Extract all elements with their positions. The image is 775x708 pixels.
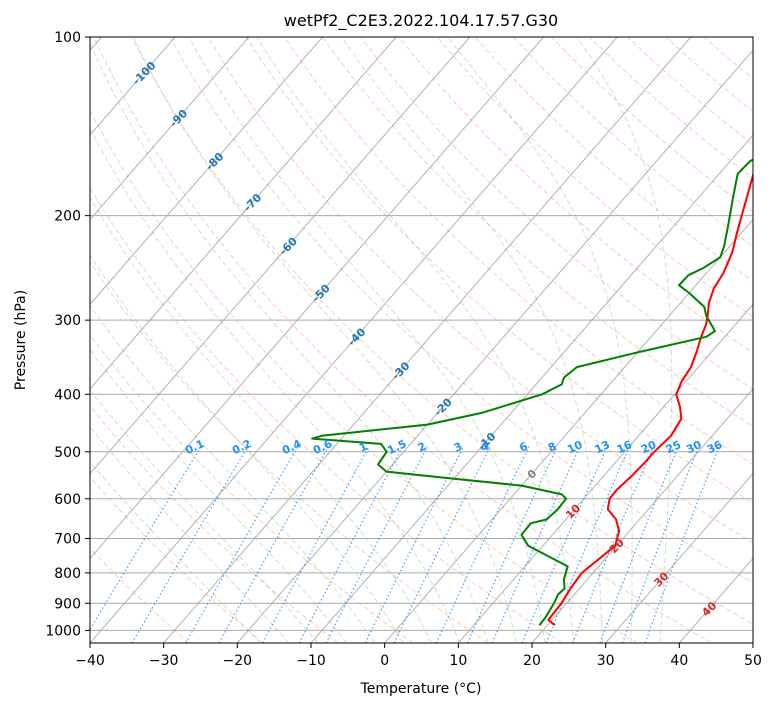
moist-adiabat [90,426,290,643]
y-axis-label: Pressure (hPa) [13,290,29,390]
mixing-ratio-line [621,446,700,643]
mixing-ratio-line [90,446,202,631]
data-series [311,158,753,626]
x-tick-label: 40 [670,653,688,669]
mixing-ratio-label: 30 [684,438,704,456]
background-lines [90,37,753,643]
dry-adiabat [90,405,339,643]
moist-adiabat [133,37,517,643]
y-tick-label: 700 [54,532,81,548]
mixing-ratio-label: 16 [615,438,635,456]
axes: −40 −30 −20 −10 0 10 20 30 40 50 1000 900 800 700 600 5… [45,30,762,669]
moist-adiabat [188,37,546,643]
mixing-ratio-label: 36 [705,438,725,456]
dry-adiabat [360,37,753,390]
mixing-ratio-line [545,446,630,643]
moist-adiabat [576,37,673,643]
isotherm [163,37,692,643]
moist-adiabat [90,254,404,643]
y-tick-label: 400 [54,387,81,403]
moist-adiabat [90,348,347,643]
mixing-ratio-line [262,446,370,643]
x-tick-label: −40 [75,653,105,669]
y-tick-label: 500 [54,445,81,461]
y-tick-label: 900 [54,596,81,612]
isotherm [90,37,250,221]
chart-title: wetPf2_C2E3.2022.104.17.57.G30 [284,11,558,31]
mixing-ratio-label: 13 [593,438,612,456]
x-tick-label: −20 [223,653,253,669]
y-tick-label: 100 [54,30,81,46]
dry-adiabat [90,476,264,643]
isotherm [90,37,618,643]
dry-adiabat [131,37,753,625]
isotherm [90,37,544,560]
x-tick-label: 50 [744,653,762,669]
plot-frame [89,36,754,644]
isotherm [310,134,753,643]
x-tick-label: 20 [523,653,541,669]
dry-adiabat [90,109,638,643]
isotherm [457,303,753,643]
x-tick-label: −10 [296,653,326,669]
y-tick-label: 200 [54,209,81,225]
isotherm [384,218,753,643]
mixing-ratio-line [131,446,249,643]
mixing-ratio-label: 10 [565,438,585,456]
moist-adiabat [90,461,261,643]
x-tick-label: 30 [597,653,615,669]
y-tick-label: 600 [54,492,81,508]
isotherm [605,472,753,643]
temperature-line [547,171,753,626]
isotherm [531,388,753,643]
y-tick-label: 300 [54,313,81,329]
moist-adiabat [256,37,575,643]
mixing-ratio-line [364,446,465,643]
mixing-ratio-line [521,446,608,643]
mixing-ratio-label: 20 [639,438,659,456]
isotherm [90,37,323,306]
y-tick-label: 800 [54,566,81,582]
moist-adiabat [90,304,376,643]
x-axis-label: Temperature (°C) [360,681,482,697]
x-tick-label: −30 [149,653,179,669]
mixing-ratio-line [218,446,330,643]
x-tick-label: 0 [380,653,389,669]
y-tick-label: 1000 [45,623,81,639]
mixing-ratio-line [644,446,720,643]
x-tick-label: 10 [449,653,467,669]
moist-adiabat [447,37,633,643]
dry-adiabat [436,37,753,318]
moist-adiabat [340,37,603,643]
dry-adiabat [322,37,753,428]
dry-adiabat [90,261,488,643]
moist-adiabat [90,41,489,643]
dry-adiabat [169,37,753,584]
isotherm [90,37,471,475]
mixing-ratio-label: 25 [664,438,683,456]
isotherm [90,37,397,390]
isotherm [236,49,753,643]
dewpoint-line [311,158,753,626]
dry-adiabat [207,37,753,544]
dry-adiabat [90,186,563,643]
dry-adiabat [93,37,712,643]
mixing-ratio-line [393,446,491,643]
dry-adiabat [245,37,753,504]
moist-adiabat [90,389,319,643]
